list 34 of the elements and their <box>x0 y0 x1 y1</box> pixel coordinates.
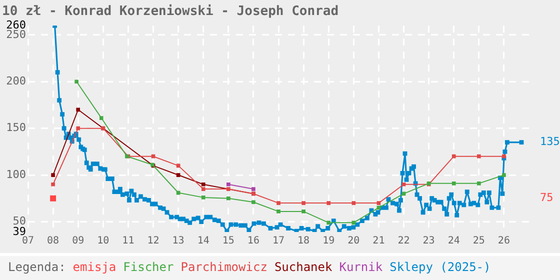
x-tick-label: 20 <box>348 236 360 247</box>
x-tick-label: 26 <box>498 236 510 247</box>
x-tick-label: 12 <box>147 236 160 247</box>
x-tick-label: 25 <box>472 236 485 247</box>
x-tick-label: 14 <box>197 236 210 247</box>
text: emisja <box>72 260 116 274</box>
x-tick-label: 22 <box>398 236 410 247</box>
legend-title: Legenda: <box>8 260 66 274</box>
x-tick-label: 24 <box>448 236 460 247</box>
x-tick-label: 19 <box>322 236 335 247</box>
y2-tick-label: 135 <box>540 135 560 148</box>
y-tick-label: 100 <box>6 168 26 181</box>
y2-tick-label: 75 <box>540 191 554 204</box>
text: Suchanek <box>274 260 332 274</box>
x-tick-label: 18 <box>298 236 310 247</box>
x-tick-label: 21 <box>372 236 385 247</box>
x-tick-label: 07 <box>22 236 34 247</box>
x-tick-label: 10 <box>97 236 110 247</box>
y-tick-label: 150 <box>6 121 26 134</box>
y-tick-label: 200 <box>6 74 26 88</box>
text: Sklepy (2025-) <box>390 260 491 274</box>
text: Parchimowicz <box>180 260 268 274</box>
x-tick-label: 15 <box>222 236 234 247</box>
x-tick-label: 23 <box>422 236 435 247</box>
x-tick-label: 08 <box>47 236 60 247</box>
x-tick-label: 11 <box>122 236 134 247</box>
text: Fischer <box>123 260 174 274</box>
x-tick-label: 17 <box>272 236 285 247</box>
text: Kurnik <box>339 260 383 274</box>
x-tick-label: 16 <box>247 236 260 247</box>
x-tick-label: 09 <box>72 236 84 247</box>
y-tick-label: 50 <box>12 214 26 228</box>
chart-title: 10 zł - Konrad Korzeniowski - Joseph Conrad <box>2 4 339 20</box>
x-tick-label: 13 <box>172 236 184 247</box>
